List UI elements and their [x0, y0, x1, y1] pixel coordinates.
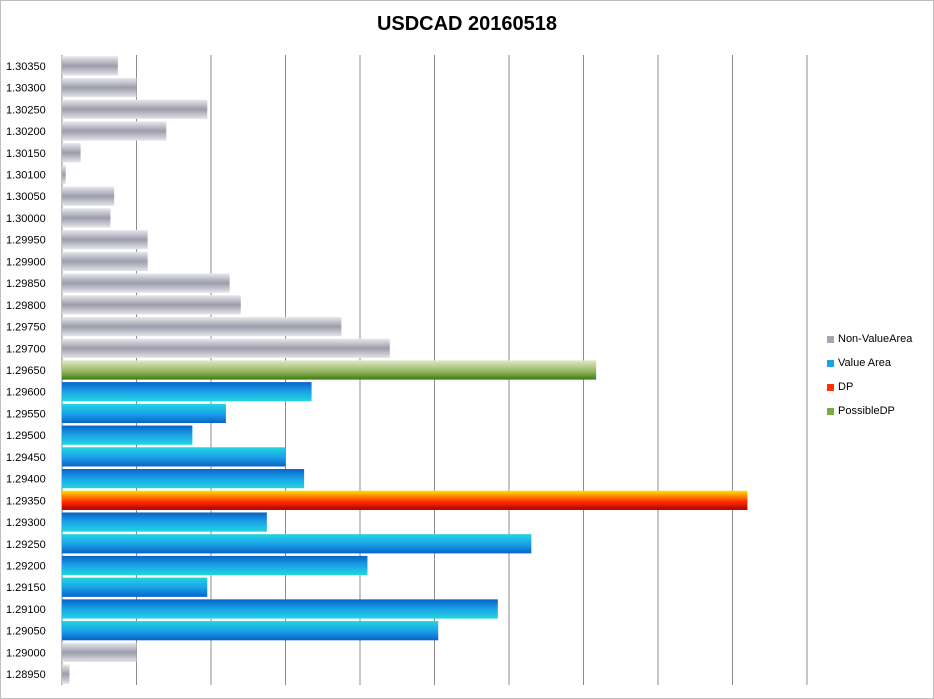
y-tick-label: 1.29800	[6, 300, 46, 312]
y-tick-label: 1.29300	[6, 517, 46, 529]
y-tick-label: 1.29900	[6, 256, 46, 268]
bar-value-area	[62, 534, 532, 554]
bar-value-area	[62, 577, 208, 597]
bar-value-area	[62, 382, 312, 402]
y-tick-label: 1.30100	[6, 169, 46, 181]
legend-swatch	[827, 407, 834, 415]
bar-value-area	[62, 469, 305, 489]
y-tick-label: 1.30300	[6, 83, 46, 95]
legend-swatch	[827, 335, 834, 343]
bar-non-valuearea	[62, 338, 390, 358]
y-tick-label: 1.29350	[6, 495, 46, 507]
y-tick-label: 1.29950	[6, 235, 46, 247]
legend-item: Non-ValueArea	[827, 327, 912, 351]
bar-non-valuearea	[62, 208, 111, 228]
bar-value-area	[62, 403, 226, 424]
y-tick-label: 1.29700	[6, 343, 46, 355]
y-tick-label: 1.29550	[6, 408, 46, 420]
bar-non-valuearea	[62, 251, 148, 271]
bar-non-valuearea	[62, 230, 148, 250]
bar-non-valuearea	[62, 186, 115, 206]
bar-non-valuearea	[62, 295, 241, 315]
legend-swatch	[827, 383, 834, 391]
bar-dp	[62, 490, 748, 510]
y-tick-label: 1.29500	[6, 430, 46, 442]
bar-possibledp	[62, 360, 597, 380]
y-tick-label: 1.29850	[6, 278, 46, 290]
bar-non-valuearea	[62, 164, 66, 185]
y-tick-label: 1.30350	[6, 61, 46, 73]
y-tick-label: 1.29050	[6, 626, 46, 638]
bar-non-valuearea	[62, 664, 70, 684]
bar-non-valuearea	[62, 642, 137, 663]
legend-item: Value Area	[827, 351, 912, 375]
legend-item: PossibleDP	[827, 399, 912, 423]
legend-label: PossibleDP	[838, 405, 895, 417]
y-tick-label: 1.29100	[6, 604, 46, 616]
y-tick-label: 1.30050	[6, 191, 46, 203]
bar-non-valuearea	[62, 56, 118, 76]
y-tick-label: 1.29000	[6, 647, 46, 659]
y-tick-label: 1.29400	[6, 474, 46, 486]
y-tick-label: 1.30250	[6, 104, 46, 116]
y-tick-label: 1.28950	[6, 669, 46, 681]
bar-non-valuearea	[62, 99, 208, 119]
legend-label: Non-ValueArea	[838, 333, 913, 345]
bar-value-area	[62, 425, 193, 445]
y-tick-label: 1.29750	[6, 322, 46, 334]
bar-value-area	[62, 447, 286, 467]
bar-non-valuearea	[62, 316, 342, 337]
legend-label: Value Area	[838, 357, 892, 369]
y-tick-label: 1.30200	[6, 126, 46, 138]
bar-value-area	[62, 555, 368, 576]
chart-title: USDCAD 20160518	[376, 13, 558, 35]
y-tick-label: 1.29650	[6, 365, 46, 377]
legend-item: DP	[827, 375, 912, 399]
y-tick-label: 1.29600	[6, 387, 46, 399]
bar-value-area	[62, 621, 439, 641]
bar-non-valuearea	[62, 273, 230, 293]
y-tick-label: 1.29450	[6, 452, 46, 464]
bar-non-valuearea	[62, 77, 137, 98]
bar-value-area	[62, 599, 498, 619]
legend-swatch	[827, 359, 834, 367]
legend-label: DP	[838, 381, 854, 393]
y-tick-label: 1.30000	[6, 213, 46, 225]
legend: Non-ValueArea Value Area DP PossibleDP	[827, 327, 912, 423]
y-tick-label: 1.30150	[6, 148, 46, 160]
y-tick-label: 1.29200	[6, 561, 46, 573]
bar-non-valuearea	[62, 121, 167, 141]
y-tick-label: 1.29150	[6, 582, 46, 594]
bar-value-area	[62, 512, 267, 532]
bar-non-valuearea	[62, 143, 81, 163]
y-tick-label: 1.29250	[6, 539, 46, 551]
